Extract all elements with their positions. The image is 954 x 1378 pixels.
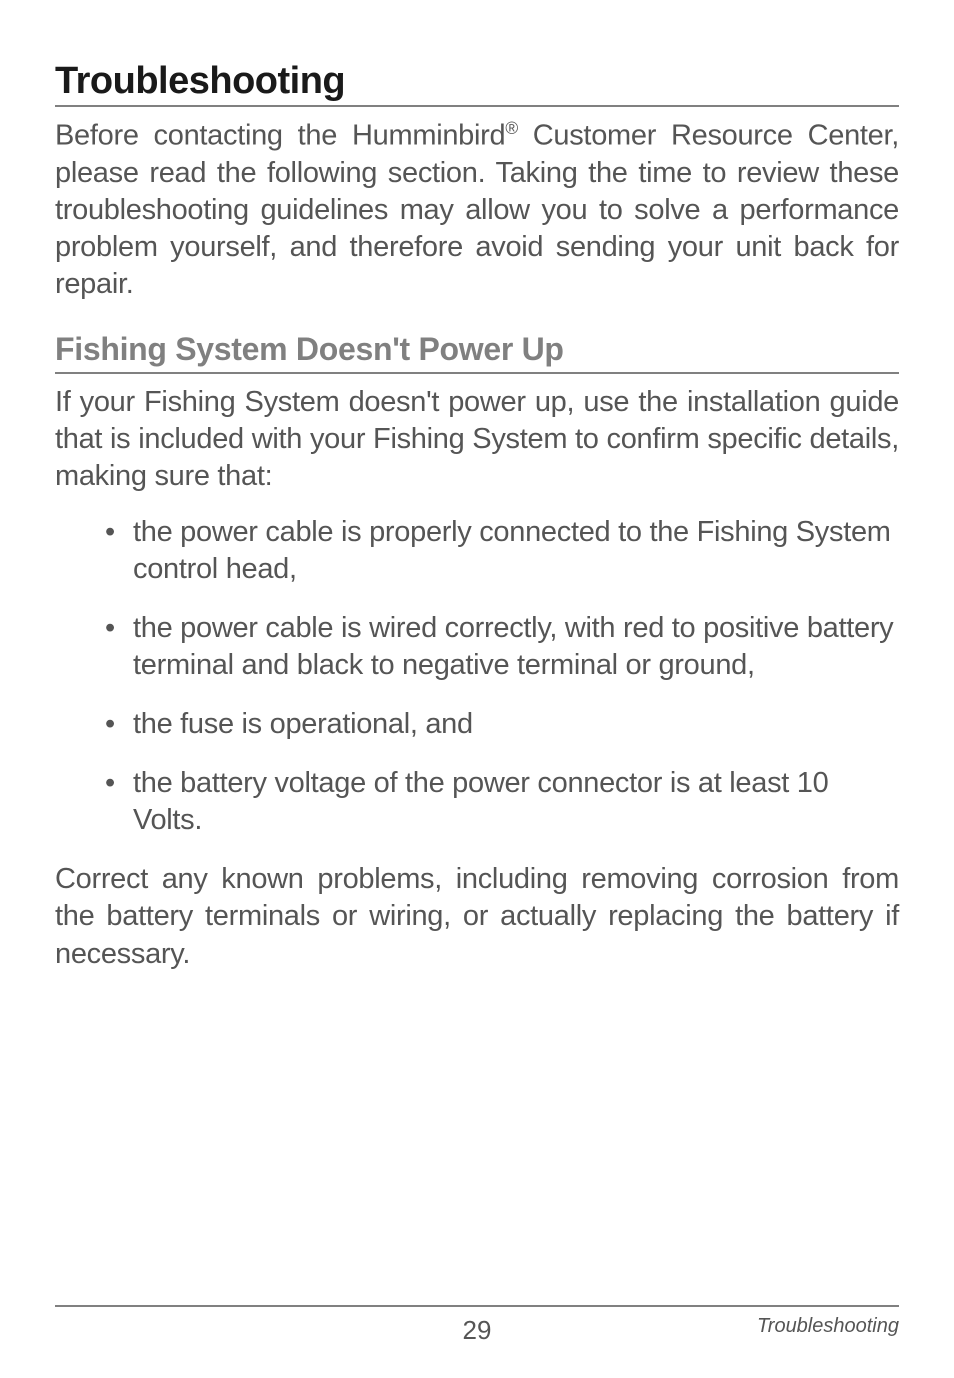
page-footer: 29 Troubleshooting: [55, 1305, 899, 1338]
closing-paragraph: Correct any known problems, including re…: [55, 861, 899, 972]
page-heading: Troubleshooting: [55, 60, 899, 107]
bullet-list: the power cable is properly connected to…: [55, 514, 899, 840]
intro-paragraph: Before contacting the Humminbird® Custom…: [55, 117, 899, 303]
body-paragraph: If your Fishing System doesn't power up,…: [55, 384, 899, 495]
list-item: the fuse is operational, and: [105, 706, 899, 743]
page-number: 29: [463, 1315, 492, 1346]
footer-section-label: Troubleshooting: [757, 1315, 899, 1338]
sub-heading: Fishing System Doesn't Power Up: [55, 331, 899, 374]
list-item: the power cable is wired correctly, with…: [105, 610, 899, 684]
list-item: the battery voltage of the power connect…: [105, 765, 899, 839]
list-item: the power cable is properly connected to…: [105, 514, 899, 588]
